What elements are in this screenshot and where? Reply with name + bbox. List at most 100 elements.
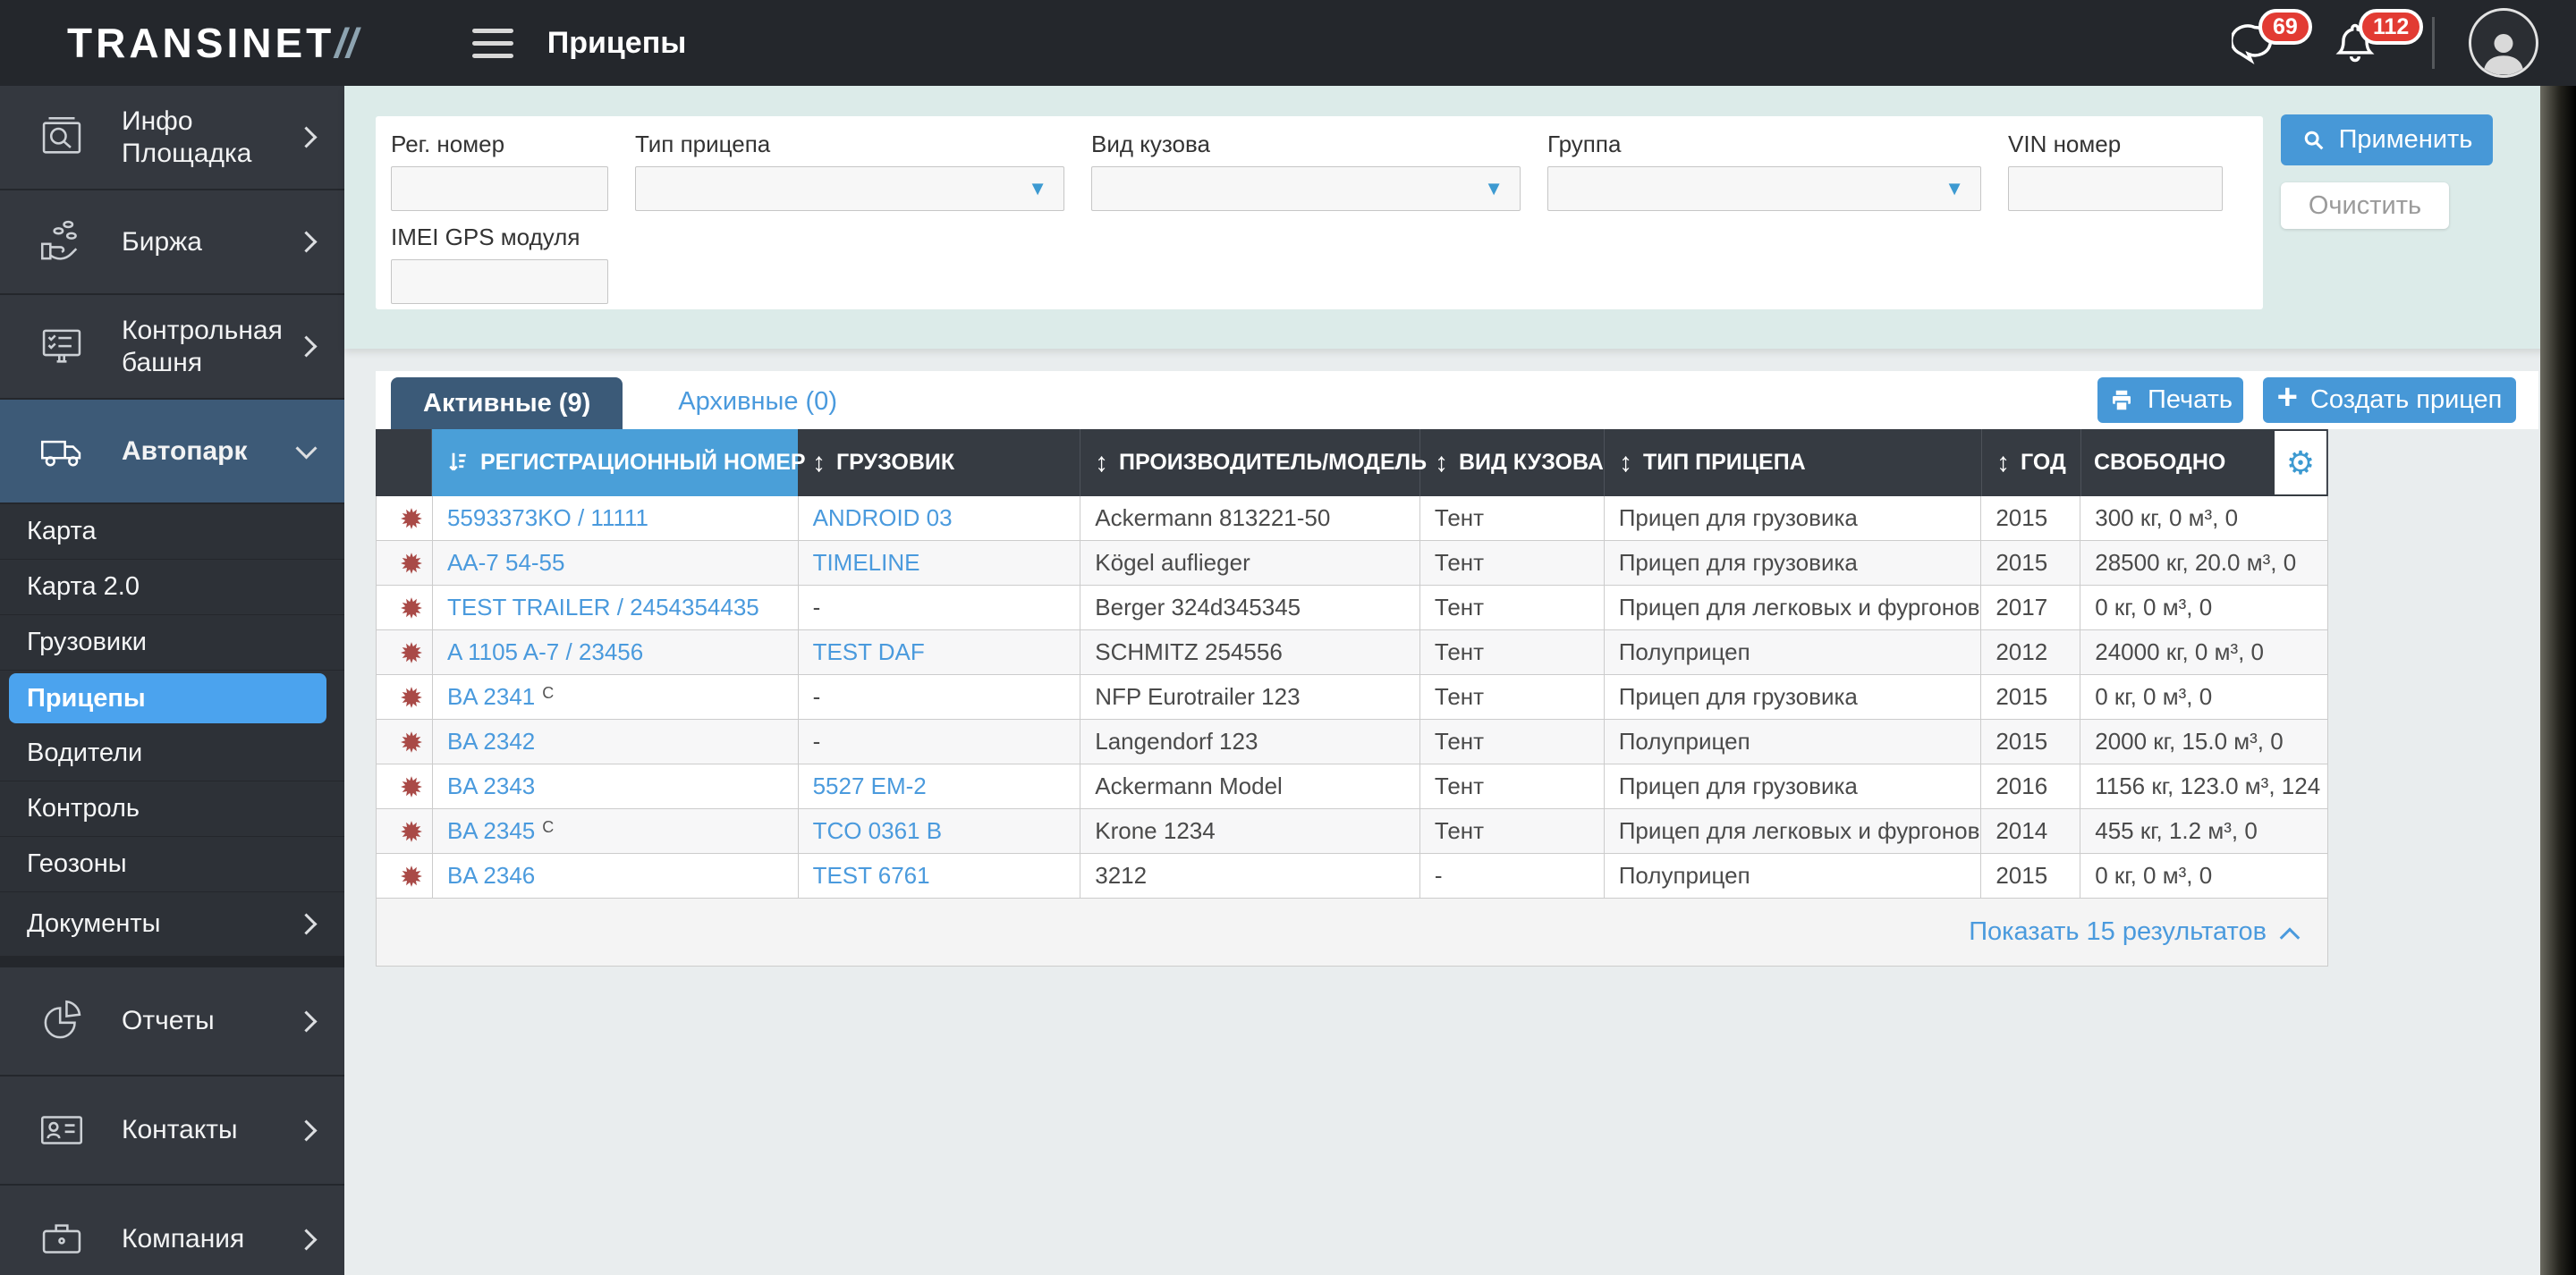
column-header-reg-number[interactable]: РЕГИСТРАЦИОННЫЙ НОМЕР: [432, 429, 798, 496]
column-settings-button[interactable]: ⚙: [2275, 431, 2326, 494]
sidebar-item-otchety[interactable]: Отчеты: [0, 967, 344, 1077]
year-cell: 2015: [1981, 854, 2080, 898]
status-cell[interactable]: [377, 630, 433, 674]
sidebar-item-karta-2[interactable]: Карта 2.0: [0, 560, 344, 615]
truck-link[interactable]: ANDROID 03: [799, 496, 1081, 540]
filter-imei: IMEI GPS модуля: [391, 224, 608, 304]
reg-number-input[interactable]: [391, 166, 608, 211]
body-type-select[interactable]: ▼: [1091, 166, 1521, 211]
reg-number-link[interactable]: A 1105 A-7 / 23456: [433, 630, 799, 674]
imei-input[interactable]: [391, 259, 608, 304]
printer-icon: [2108, 387, 2135, 414]
sidebar-item-control-tower[interactable]: Контрольная башня: [0, 295, 344, 400]
chevron-right-icon: [295, 335, 317, 357]
sort-icon: ↕: [1619, 448, 1632, 478]
chevron-right-icon: [295, 231, 317, 252]
sort-icon: ↕: [1996, 448, 2010, 478]
sidebar-item-label: Отчеты: [122, 1005, 299, 1037]
body-type-cell: Тент: [1420, 630, 1605, 674]
trailer-type-select[interactable]: ▼: [635, 166, 1064, 211]
group-select[interactable]: ▼: [1547, 166, 1981, 211]
sidebar-item-birzha[interactable]: Биржа: [0, 190, 344, 295]
gear-icon: ⚙: [2286, 444, 2315, 482]
tab-active-trailers[interactable]: Активные (9): [391, 377, 623, 429]
table-body: 5593373KO / 11111 ANDROID 03 Ackermann 8…: [376, 496, 2328, 899]
truck-link[interactable]: TEST DAF: [799, 630, 1081, 674]
column-header-body-type[interactable]: ↕ВИД КУЗОВА: [1420, 429, 1605, 496]
status-cell[interactable]: [377, 720, 433, 764]
clear-button[interactable]: Очистить: [2281, 182, 2449, 229]
sidebar-item-kontrol[interactable]: Контроль: [0, 781, 344, 837]
status-burst-icon: [400, 730, 423, 754]
sort-icon: ↕: [812, 448, 826, 478]
apply-button[interactable]: Применить: [2281, 114, 2493, 165]
reg-number-link[interactable]: BA 2346: [433, 854, 799, 898]
truck-link[interactable]: TEST 6761: [799, 854, 1081, 898]
truck-link[interactable]: 5527 EM-2: [799, 764, 1081, 808]
status-cell[interactable]: [377, 541, 433, 585]
truck-link: -: [799, 586, 1081, 629]
reg-number-link[interactable]: BA 2342: [433, 720, 799, 764]
user-avatar[interactable]: [2469, 8, 2538, 78]
status-cell[interactable]: [377, 496, 433, 540]
messages-button[interactable]: 69: [2232, 20, 2278, 66]
table-toolbar: Активные (9) Архивные (0) Печать + Со: [376, 371, 2538, 429]
print-button[interactable]: Печать: [2097, 377, 2243, 423]
reg-number-link[interactable]: AA-7 54-55: [433, 541, 799, 585]
truck-link: -: [799, 720, 1081, 764]
status-burst-icon: [400, 775, 423, 798]
sidebar-item-dokumenty[interactable]: Документы: [0, 892, 344, 957]
truck-link[interactable]: TIMELINE: [799, 541, 1081, 585]
sidebar-item-label: Биржа: [122, 226, 299, 258]
show-results-link[interactable]: Показать 15 результатов: [1969, 917, 2297, 947]
sidebar-item-geozony[interactable]: Геозоны: [0, 837, 344, 892]
filter-trailer-type: Тип прицепа ▼: [635, 131, 1064, 211]
hamburger-menu-icon[interactable]: [472, 29, 513, 58]
model-cell: Langendorf 123: [1080, 720, 1420, 764]
reg-number-link[interactable]: 5593373KO / 11111: [433, 496, 799, 540]
topbar-divider: [2432, 17, 2435, 69]
sidebar-item-kompaniya[interactable]: Компания: [0, 1186, 344, 1275]
reg-number-link[interactable]: BA 2341C: [433, 675, 799, 719]
sidebar-item-karta[interactable]: Карта: [0, 504, 344, 560]
filter-actions: Применить Очистить: [2281, 114, 2493, 229]
tab-archived-trailers[interactable]: Архивные (0): [678, 387, 837, 417]
status-cell[interactable]: [377, 854, 433, 898]
sidebar-item-gruzoviki[interactable]: Грузовики: [0, 615, 344, 671]
status-cell[interactable]: [377, 586, 433, 629]
column-header-truck[interactable]: ↕ГРУЗОВИК: [798, 429, 1080, 496]
logo[interactable]: TRANSINET//: [67, 19, 358, 67]
main-content: Рег. номер Тип прицепа ▼ Вид кузова ▼ Гр…: [344, 86, 2576, 1275]
sidebar-item-avtopark[interactable]: Автопарк: [0, 400, 344, 504]
status-burst-icon: [400, 596, 423, 620]
sidebar-item-voditeli[interactable]: Водители: [0, 726, 344, 781]
reg-number-link[interactable]: BA 2343: [433, 764, 799, 808]
control-tower-icon: [36, 321, 91, 373]
table-row: TEST TRAILER / 2454354435 - Berger 324d3…: [376, 586, 2328, 630]
free-cell: 24000 кг, 0 м³, 0: [2080, 630, 2327, 674]
free-cell: 0 кг, 0 м³, 0: [2080, 586, 2327, 629]
column-header-model[interactable]: ↕ПРОИЗВОДИТЕЛЬ/МОДЕЛЬ: [1080, 429, 1420, 496]
sidebar-item-kontakty[interactable]: Контакты: [0, 1077, 344, 1186]
status-cell[interactable]: [377, 675, 433, 719]
reg-number-link[interactable]: TEST TRAILER / 2454354435: [433, 586, 799, 629]
plus-icon: +: [2277, 377, 2298, 418]
table-row: BA 2345C TCO 0361 B Krone 1234 Тент Приц…: [376, 809, 2328, 854]
notifications-button[interactable]: 112: [2332, 20, 2378, 66]
sidebar-item-info-ploshchadka[interactable]: Инфо Площадка: [0, 86, 344, 190]
contacts-card-icon: [36, 1104, 91, 1156]
truck-link[interactable]: TCO 0361 B: [799, 809, 1081, 853]
logo-slashes-icon: //: [335, 20, 358, 66]
trailer-type-cell: Прицеп для грузовика: [1605, 541, 1982, 585]
body-type-cell: Тент: [1420, 541, 1605, 585]
sidebar-item-pricepy[interactable]: Прицепы: [0, 671, 344, 726]
create-trailer-button[interactable]: + Создать прицеп: [2263, 377, 2516, 423]
column-header-trailer-type[interactable]: ↕ТИП ПРИЦЕПА: [1605, 429, 1982, 496]
vin-input[interactable]: [2008, 166, 2223, 211]
year-cell: 2014: [1981, 809, 2080, 853]
status-cell[interactable]: [377, 764, 433, 808]
filter-vin: VIN номер: [2008, 131, 2223, 211]
column-header-year[interactable]: ↕ГОД: [1982, 429, 2081, 496]
status-cell[interactable]: [377, 809, 433, 853]
reg-number-link[interactable]: BA 2345C: [433, 809, 799, 853]
